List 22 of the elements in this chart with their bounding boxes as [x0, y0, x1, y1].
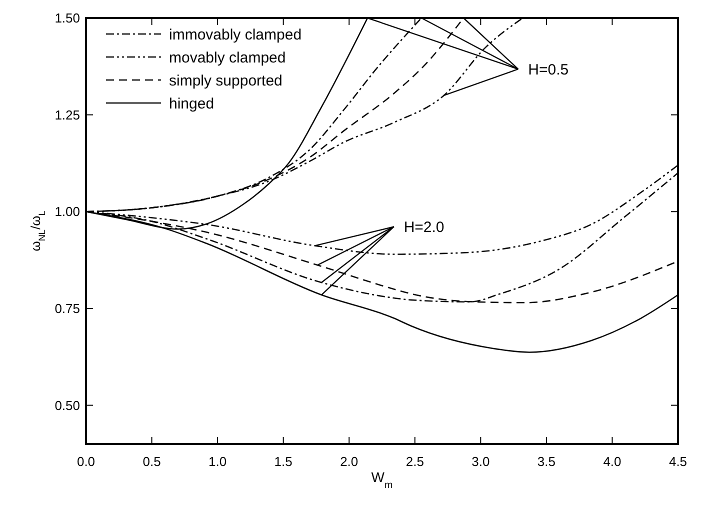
y-tick-label: 1.25: [54, 107, 80, 122]
x-tick-label: 3.5: [537, 454, 556, 469]
y-tick-label: 1.00: [54, 204, 80, 220]
x-axis-title: W$_{m}$: [371, 469, 393, 490]
x-tick-label: 2.0: [340, 454, 358, 469]
x-tick-label: 1.0: [208, 454, 227, 469]
annotation: H=0.5: [528, 61, 569, 78]
x-tick-label: 0.5: [142, 454, 161, 469]
y-tick-label: 0.75: [54, 301, 80, 316]
legend-label: movably clamped: [169, 49, 286, 66]
x-tick-label: 0.0: [76, 454, 96, 469]
y-tick-label: 0.50: [54, 398, 80, 413]
annotation: H=2.0: [404, 218, 444, 236]
y-tick-label: 1.50: [54, 10, 80, 26]
x-tick-label: 1.5: [274, 454, 292, 469]
x-tick-label: 4.0: [603, 454, 622, 469]
legend-label: simply supported: [169, 72, 282, 90]
x-tick-label: 3.0: [472, 454, 490, 469]
legend-label: immovably clamped: [169, 26, 302, 44]
legend-label: hinged: [169, 95, 214, 112]
x-tick-label: 4.5: [668, 454, 688, 469]
x-tick-label: 2.5: [406, 454, 424, 469]
